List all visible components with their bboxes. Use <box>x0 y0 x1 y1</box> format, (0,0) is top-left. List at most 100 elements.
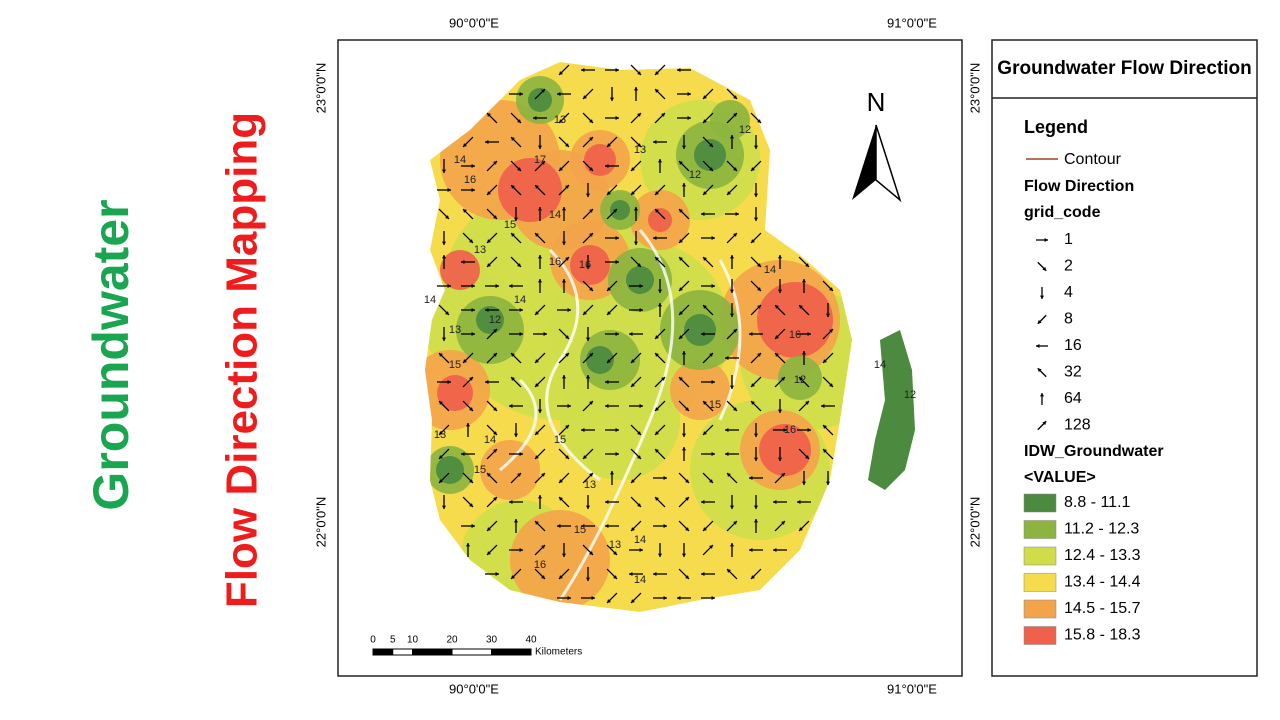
flow-arrow-head <box>797 499 801 505</box>
flow-arrow-head <box>511 353 515 357</box>
legend-code: 64 <box>1064 390 1082 407</box>
flow-arrow-head <box>615 259 619 265</box>
flow-arrow-head <box>773 547 777 553</box>
flow-arrow-head <box>801 481 807 485</box>
flow-arrow-head <box>471 523 475 529</box>
flow-arrow-head <box>565 143 569 147</box>
river <box>545 248 601 482</box>
flow-arrow-head <box>519 547 523 553</box>
flow-arrow-head <box>655 407 659 411</box>
flow-arrow-head <box>471 283 475 289</box>
flow-arrow-head <box>585 265 591 269</box>
flow-arrow-head <box>825 481 831 485</box>
flow-arrow-head <box>677 595 681 601</box>
flow-arrow-head <box>585 375 591 379</box>
legend-swatch <box>1023 520 1057 539</box>
flow-arrow-head <box>607 599 611 603</box>
river <box>558 229 675 601</box>
flow-arrow-head <box>725 355 729 361</box>
flow-arrow-head <box>487 473 491 477</box>
flow-arrow-head <box>655 431 659 435</box>
lat-label: 23°0'0"N <box>313 63 328 114</box>
flow-arrow-head <box>589 287 593 291</box>
flow-arrow-head <box>653 235 657 241</box>
flow-arrow-head <box>749 547 753 553</box>
legend-swatch <box>1023 546 1057 566</box>
contour-label: 16 <box>464 174 476 186</box>
flow-arrow-head <box>607 287 611 291</box>
flow-arrow-head <box>631 167 635 171</box>
flow-arrow-head <box>775 335 779 339</box>
flow-arrow-head <box>685 407 689 411</box>
flow-arrow-head <box>487 527 491 531</box>
legend-code: 128 <box>1064 417 1091 434</box>
legend-box <box>991 39 1258 677</box>
legend-code: 32 <box>1064 364 1082 381</box>
flow-arrow-head <box>709 353 713 357</box>
contour-label: 12 <box>904 389 916 401</box>
flow-arrow-head <box>615 235 619 241</box>
flow-arrow-head <box>535 431 539 435</box>
flow-arrow-head <box>609 471 615 475</box>
legend-class-label: 14.5 - 15.7 <box>1064 600 1141 617</box>
flow-arrow-head <box>633 241 639 245</box>
flow-arrow-head <box>607 191 611 195</box>
flow-arrow-head <box>581 523 585 529</box>
river <box>499 378 538 472</box>
flow-arrow-head <box>799 527 803 531</box>
flow-arrow-head <box>753 457 759 461</box>
flow-arrow-head <box>517 167 521 171</box>
flow-arrow-head <box>495 283 499 289</box>
flow-arrow-head <box>565 353 569 357</box>
flow-arrow-head <box>757 353 761 357</box>
flow-arrow-head <box>751 383 755 387</box>
flow-arrow-head <box>661 113 665 117</box>
flow-arrow-head <box>679 311 683 315</box>
flow-arrow-head <box>801 351 807 355</box>
flow-arrow-head <box>639 307 643 313</box>
side-title: Groundwater <box>83 199 139 510</box>
flow-arrow-head <box>461 451 465 457</box>
flow-arrow-head <box>679 209 683 213</box>
contour-label: 14 <box>764 264 776 276</box>
flow-arrow-head <box>493 329 497 333</box>
legend-class-label: 8.8 - 11.1 <box>1064 494 1131 511</box>
flow-arrow-head <box>637 71 641 75</box>
flow-arrow-head <box>589 167 593 171</box>
flow-arrow-head <box>631 383 635 387</box>
flow-arrow-head <box>681 183 687 187</box>
contour-label: 12 <box>794 374 806 386</box>
flow-arrow-head <box>727 473 731 477</box>
scale-label: 5 <box>390 635 396 646</box>
flow-arrow-head <box>471 307 475 313</box>
flow-arrow-head <box>511 185 515 189</box>
flow-arrow-head <box>439 455 443 459</box>
flow-arrow-head <box>439 431 443 435</box>
flow-arrow-head <box>733 521 737 525</box>
flow-arrow-head <box>471 187 475 193</box>
flow-arrow-head <box>681 145 687 149</box>
flow-arrow-head <box>493 449 497 453</box>
flow-arrow-head <box>537 409 543 413</box>
legend-subheading: grid_code <box>1024 204 1101 221</box>
flow-arrow-head <box>613 551 617 555</box>
flow-arrow-head <box>629 331 633 337</box>
flow-arrow-head <box>701 331 705 337</box>
flow-arrow-head <box>441 337 447 341</box>
flow-arrow-head <box>511 377 515 381</box>
flow-arrow-head <box>777 457 783 461</box>
flow-arrow-head <box>807 331 811 337</box>
flow-arrow-head <box>1037 368 1042 373</box>
contour-label: 15 <box>504 219 516 231</box>
flow-arrow-head <box>661 377 665 381</box>
legend-subheading: Flow Direction <box>1024 178 1134 195</box>
flow-arrow-head <box>781 521 785 525</box>
flow-arrow-head <box>469 503 473 507</box>
flow-arrow-head <box>753 217 759 221</box>
flow-arrow-head <box>559 497 563 501</box>
flow-arrow-head <box>729 313 735 317</box>
flow-arrow-head <box>829 383 833 387</box>
lon-label: 90°0'0"E <box>449 681 499 696</box>
flow-arrow-head <box>445 215 449 219</box>
north-label: N <box>867 87 886 117</box>
